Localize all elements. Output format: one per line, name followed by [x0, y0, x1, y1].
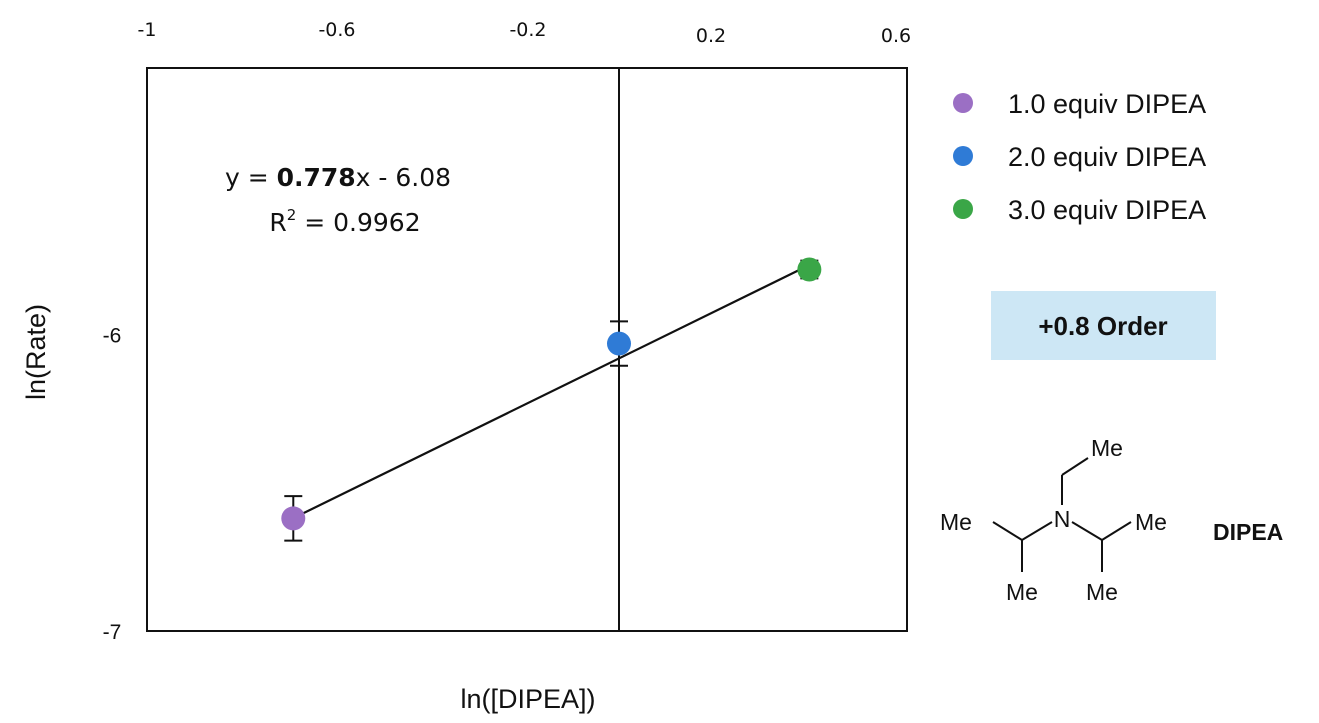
molecule-label-me-left: Me — [940, 509, 972, 535]
legend-label: 1.0 equiv DIPEA — [1008, 89, 1206, 119]
data-point — [797, 257, 822, 282]
legend-label: 2.0 equiv DIPEA — [1008, 142, 1206, 172]
x-tick-label: 0.2 — [696, 25, 726, 47]
r2-suffix: = 0.9962 — [296, 208, 420, 237]
fit-line — [292, 264, 810, 520]
x-tick-labels: -1 -0.6 -0.2 0.2 0.6 — [138, 19, 912, 47]
y-axis-title: ln(Rate) — [21, 304, 51, 400]
y-tick-label: -6 — [103, 325, 122, 348]
molecule-label-me-bottom-right: Me — [1086, 579, 1118, 605]
data-point — [607, 331, 631, 356]
molecule-name: DIPEA — [1213, 519, 1283, 545]
r2-sup: 2 — [287, 206, 297, 224]
legend-marker — [953, 93, 973, 113]
dipea-structure — [992, 457, 1132, 572]
molecule-label-me-right: Me — [1135, 509, 1167, 535]
x-tick-label: -0.2 — [509, 19, 546, 41]
equation-prefix: y = — [225, 163, 277, 192]
x-axis-title: ln([DIPEA]) — [460, 684, 595, 714]
plot-frame — [146, 67, 908, 632]
molecule-label-n: N — [1054, 506, 1071, 532]
legend: 1.0 equiv DIPEA 2.0 equiv DIPEA 3.0 equiv … — [953, 89, 1206, 225]
order-badge-label: +0.8 Order — [1038, 311, 1167, 341]
molecule-label-me-bottom-left: Me — [1006, 579, 1038, 605]
legend-label: 3.0 equiv DIPEA — [1008, 195, 1206, 225]
legend-marker — [953, 146, 973, 166]
molecule-label-me-top: Me — [1091, 435, 1123, 461]
equation-suffix: x - 6.08 — [356, 163, 451, 192]
r-squared: R2 = 0.9962 — [269, 206, 420, 237]
legend-marker — [953, 199, 973, 219]
r2-prefix: R — [269, 208, 286, 237]
y-tick-label: -7 — [103, 621, 122, 644]
data-points — [281, 257, 822, 542]
fit-equation: y = 0.778x - 6.08 — [225, 163, 451, 192]
order-badge — [991, 291, 1216, 360]
x-tick-label: -0.6 — [318, 19, 355, 41]
data-point — [281, 506, 306, 531]
equation-slope: 0.778 — [277, 163, 356, 192]
x-tick-label: -1 — [138, 19, 157, 41]
x-tick-label: 0.6 — [881, 25, 911, 47]
y-tick-labels: -6 -7 — [103, 325, 122, 644]
